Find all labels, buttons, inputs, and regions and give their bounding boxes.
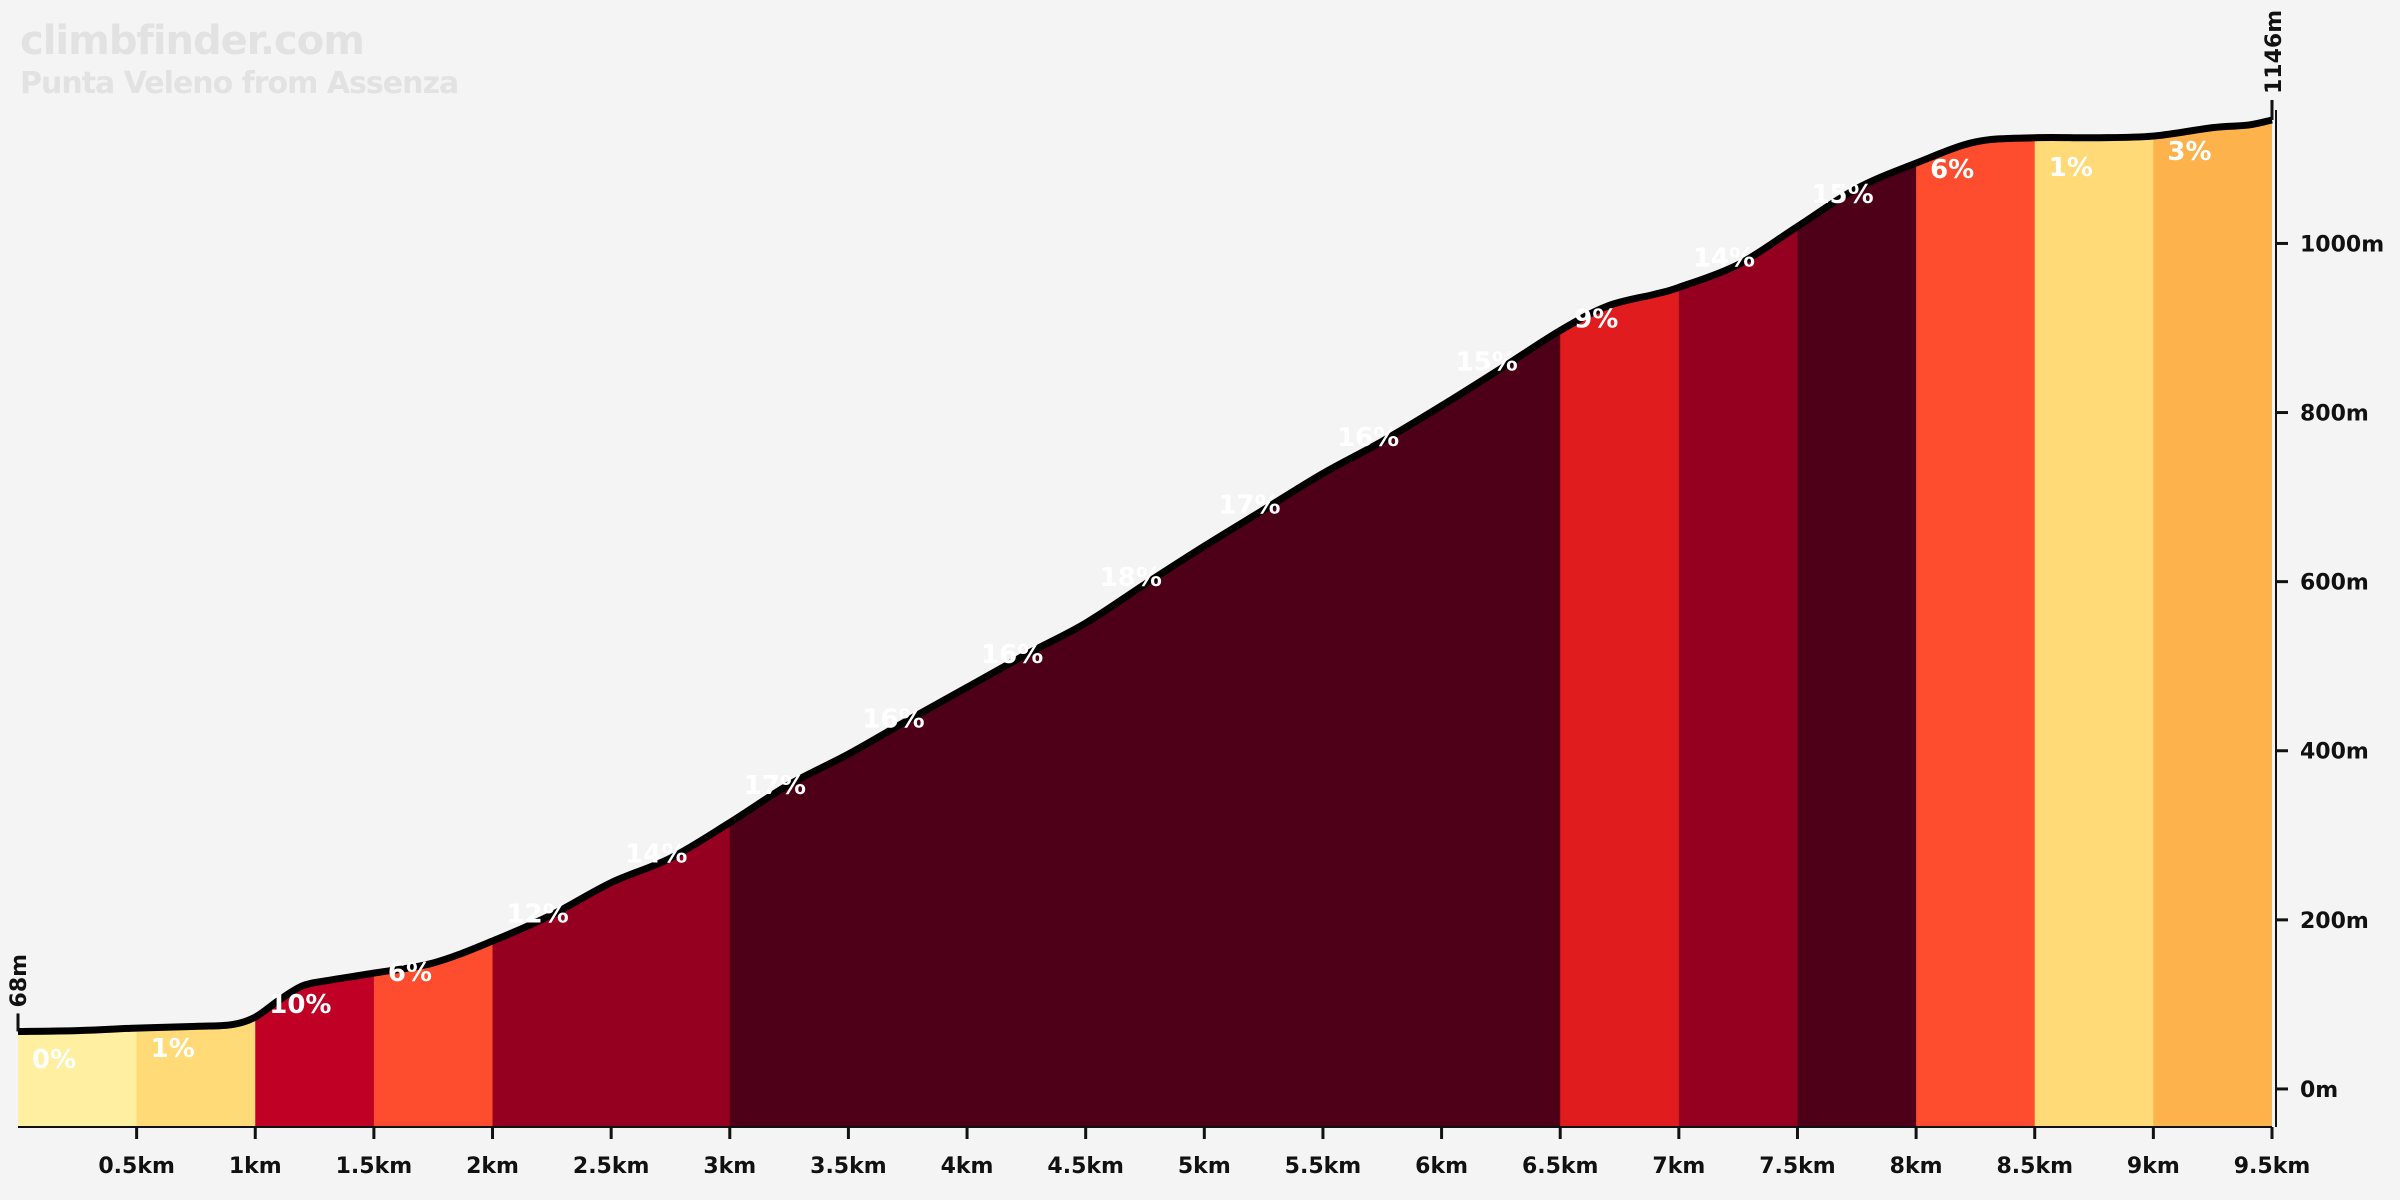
grade-label-15: 14% xyxy=(1693,244,1755,274)
grade-label-13: 15% xyxy=(1456,348,1518,378)
grade-segment-16 xyxy=(1797,120,1917,1127)
grade-label-14: 9% xyxy=(1574,304,1618,334)
grade-segment-15 xyxy=(1678,120,1799,1127)
grade-label-11: 17% xyxy=(1218,490,1280,520)
x-tick-label: 0.5km xyxy=(98,1154,175,1179)
grade-segment-1 xyxy=(18,120,138,1127)
grade-label-2: 1% xyxy=(151,1034,195,1064)
grade-segment-17 xyxy=(1916,120,2036,1127)
profile-line xyxy=(17,116,2273,1035)
grade-segment-13 xyxy=(1441,120,1561,1127)
grade-segment-9 xyxy=(967,120,1087,1127)
x-tick-label: 3km xyxy=(703,1154,756,1179)
x-tick-label: 7km xyxy=(1652,1154,1705,1179)
end-elevation-label: 1146m xyxy=(2262,10,2287,94)
x-tick-label: 2.5km xyxy=(573,1154,650,1179)
grade-segment-6 xyxy=(611,120,731,1127)
x-tick-label: 5.5km xyxy=(1285,1154,1362,1179)
grade-label-8: 16% xyxy=(862,704,924,734)
x-tick-label: 7.5km xyxy=(1759,1154,1836,1179)
x-tick-label: 1.5km xyxy=(336,1154,413,1179)
x-tick-label: 9km xyxy=(2127,1154,2180,1179)
y-tick-label: 400m xyxy=(2300,740,2369,765)
x-tick-label: 4.5km xyxy=(1047,1154,1124,1179)
y-tick-label: 600m xyxy=(2300,571,2369,596)
x-tick-label: 8km xyxy=(1890,1154,1943,1179)
y-tick-label: 200m xyxy=(2300,909,2369,934)
x-tick-label: 3.5km xyxy=(810,1154,887,1179)
grade-segment-14 xyxy=(1560,120,1680,1127)
x-tick-label: 4km xyxy=(941,1154,994,1179)
grade-segment-18 xyxy=(2034,120,2154,1127)
grade-label-19: 3% xyxy=(2167,137,2211,167)
x-tick-label: 6km xyxy=(1415,1154,1468,1179)
grade-labels: 0% 1% 10% 6% 12% 14% 17% 16% 16% 18% 17% 16% 15% 9% 14… xyxy=(32,137,2212,1075)
y-tick-label: 800m xyxy=(2300,402,2369,427)
grade-label-16: 15% xyxy=(1811,180,1873,210)
grade-segment-2 xyxy=(136,120,256,1127)
x-tick-label: 1km xyxy=(229,1154,282,1179)
grade-label-17: 6% xyxy=(1930,155,1974,185)
x-tick-label: 2km xyxy=(466,1154,519,1179)
end-labels: 68m 1146m xyxy=(7,10,2287,1032)
grade-label-7: 17% xyxy=(744,771,806,801)
grade-segment-7 xyxy=(729,120,850,1127)
grade-label-12: 16% xyxy=(1337,423,1399,453)
grade-label-10: 18% xyxy=(1100,563,1162,593)
grade-label-6: 14% xyxy=(625,840,687,870)
grade-segment-5 xyxy=(492,120,612,1127)
grade-label-1: 0% xyxy=(32,1045,76,1075)
climb-subtitle: Punta Veleno from Assenza xyxy=(20,66,459,101)
grade-label-4: 6% xyxy=(388,958,432,988)
grade-label-5: 12% xyxy=(507,900,569,930)
grade-segment-3 xyxy=(255,120,375,1127)
x-tick-label: 9.5km xyxy=(2234,1154,2311,1179)
x-tick-label: 5km xyxy=(1178,1154,1231,1179)
y-tick-label: 0m xyxy=(2300,1078,2338,1103)
grade-segment-19 xyxy=(2153,120,2272,1127)
grade-segment-12 xyxy=(1322,120,1443,1127)
brand-logo-text: climbfinder.com xyxy=(20,18,365,64)
x-tick-label: 8.5km xyxy=(1996,1154,2073,1179)
y-tick-label: 1000m xyxy=(2300,232,2384,257)
x-axis: 0.5km 1km 1.5km 2km 2.5km 3km 3.5km 4km 4.5km 5km… xyxy=(18,1126,2311,1179)
grade-label-18: 1% xyxy=(2049,153,2093,183)
grade-segment-8 xyxy=(848,120,968,1127)
x-tick-label: 6.5km xyxy=(1522,1154,1599,1179)
start-elevation-label: 68m xyxy=(7,954,32,1008)
grade-segment-11 xyxy=(1204,120,1324,1127)
y-axis: 0m 200m 400m 600m 800m 1000m xyxy=(2275,110,2384,1127)
grade-label-9: 16% xyxy=(981,640,1043,670)
grade-label-3: 10% xyxy=(269,990,331,1020)
